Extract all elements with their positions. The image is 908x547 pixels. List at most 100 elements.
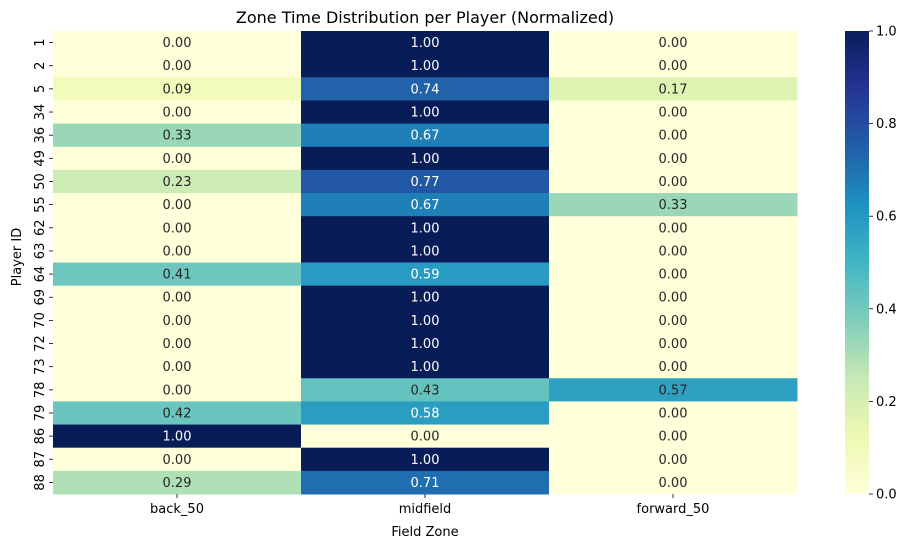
cell-value-label: 0.17 (659, 82, 688, 97)
x-tick-label: back_50 (150, 502, 204, 517)
cell-value-label: 0.00 (163, 221, 192, 236)
cell-value-label: 0.00 (163, 198, 192, 213)
x-tick-label: midfield (399, 502, 452, 517)
cell-value-label: 0.00 (163, 36, 192, 51)
heatmap-cell (301, 146, 550, 171)
y-tick-label: 79 (33, 405, 48, 422)
cell-value-label: 0.00 (163, 314, 192, 329)
x-axis-label: Field Zone (391, 525, 458, 540)
heatmap-cell (53, 216, 302, 240)
heatmap-cell (549, 216, 798, 240)
cell-value-label: 0.00 (163, 59, 192, 74)
colorbar-gradient (845, 31, 869, 494)
heatmap-cell (301, 54, 550, 78)
heatmap-cell (549, 146, 798, 171)
cell-value-label: 1.00 (411, 314, 440, 329)
y-tick-label: 34 (33, 104, 48, 121)
y-tick-label: 88 (33, 474, 48, 491)
cell-value-label: 0.59 (411, 268, 440, 283)
cell-value-label: 1.00 (411, 291, 440, 306)
cell-value-label: 0.00 (659, 244, 688, 259)
heatmap-cell (549, 31, 798, 55)
heatmap-cell (53, 378, 302, 402)
heatmap-cell (549, 239, 798, 263)
y-tick-label: 87 (33, 451, 48, 468)
y-tick-label: 1 (33, 38, 48, 46)
cell-value-label: 0.00 (163, 244, 192, 259)
heatmap-cell (549, 193, 798, 217)
cell-value-label: 0.67 (411, 129, 440, 144)
y-tick-label: 64 (33, 266, 48, 283)
heatmap-cell (549, 378, 798, 402)
y-tick-label: 78 (33, 382, 48, 399)
cell-value-label: 0.58 (411, 406, 440, 421)
colorbar-tick-label: 0.0 (876, 488, 897, 503)
heatmap-cell (549, 100, 798, 125)
heatmap-cell (301, 193, 550, 217)
heatmap-cell (301, 77, 550, 101)
heatmap-cell (301, 470, 550, 495)
heatmap-cell (549, 54, 798, 78)
cell-value-label: 0.00 (659, 152, 688, 167)
cell-value-label: 0.00 (659, 430, 688, 445)
heatmap-cell (549, 262, 798, 287)
colorbar-tick-label: 1.0 (876, 25, 897, 40)
colorbar-tick-label: 0.4 (876, 302, 897, 317)
cell-value-label: 1.00 (163, 430, 192, 445)
heatmap-cell (301, 31, 550, 55)
heatmap-cell (301, 308, 550, 333)
heatmap-cell (301, 401, 550, 426)
y-tick-label: 73 (33, 358, 48, 375)
y-tick-label: 62 (33, 220, 48, 237)
heatmap-cell (549, 447, 798, 472)
cell-value-label: 0.00 (659, 36, 688, 51)
heatmap-cell (53, 123, 302, 148)
cell-value-label: 0.00 (659, 314, 688, 329)
heatmap-cell (53, 331, 302, 356)
heatmap-cell (53, 239, 302, 263)
heatmap-cell (301, 378, 550, 402)
cell-value-label: 0.00 (659, 337, 688, 352)
heatmap-cell (301, 262, 550, 287)
y-tick-label: 49 (33, 150, 48, 167)
chart-title: Zone Time Distribution per Player (Norma… (236, 8, 614, 27)
y-tick-label: 5 (33, 85, 48, 93)
cell-value-label: 0.00 (659, 59, 688, 74)
heatmap-cells: 0.00 1.00 0.00 0.00 1.00 0.00 0.09 0.74 0.17 0.00… (53, 31, 798, 495)
cell-value-label: 0.29 (163, 476, 192, 491)
y-tick-label: 2 (33, 62, 48, 70)
heatmap-cell (549, 169, 798, 194)
heatmap-cell (301, 355, 550, 379)
cell-value-label: 0.00 (659, 360, 688, 375)
heatmap-cell (301, 331, 550, 356)
cell-value-label: 0.23 (163, 175, 192, 190)
heatmap-cell (53, 401, 302, 426)
cell-value-label: 0.09 (163, 82, 192, 97)
cell-value-label: 0.00 (163, 291, 192, 306)
heatmap-cell (549, 123, 798, 148)
heatmap-cell (301, 123, 550, 148)
heatmap-cell (53, 285, 302, 310)
x-tick-label: forward_50 (637, 502, 710, 517)
cell-value-label: 0.00 (659, 406, 688, 421)
y-tick-label: 50 (33, 173, 48, 190)
heatmap-cell (301, 285, 550, 310)
heatmap-cell (301, 424, 550, 449)
heatmap-cell (53, 54, 302, 78)
cell-value-label: 0.77 (411, 175, 440, 190)
cell-value-label: 0.43 (411, 383, 440, 398)
heatmap-cell (301, 239, 550, 263)
y-tick-label: 72 (33, 335, 48, 352)
cell-value-label: 0.00 (163, 152, 192, 167)
heatmap-cell (549, 331, 798, 356)
cell-value-label: 1.00 (411, 244, 440, 259)
heatmap-cell (301, 447, 550, 472)
heatmap-cell (53, 262, 302, 287)
cell-value-label: 0.71 (411, 476, 440, 491)
heatmap-cell (53, 424, 302, 449)
cell-value-label: 1.00 (411, 360, 440, 375)
cell-value-label: 0.00 (163, 337, 192, 352)
cell-value-label: 0.00 (411, 430, 440, 445)
colorbar-tick-label: 0.6 (876, 210, 897, 225)
heatmap-cell (53, 100, 302, 125)
